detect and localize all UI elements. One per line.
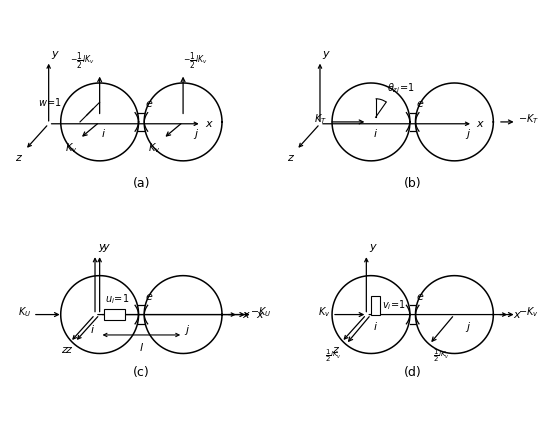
Text: $-K_U$: $-K_U$: [250, 305, 271, 319]
Text: $w\!=\!1$: $w\!=\!1$: [37, 95, 62, 108]
Text: x: x: [243, 310, 249, 319]
Text: y: y: [102, 243, 109, 252]
Text: $-\dfrac{1}{2}lK_v$: $-\dfrac{1}{2}lK_v$: [70, 51, 95, 71]
Text: i: i: [373, 322, 376, 332]
Bar: [104, 309, 125, 320]
Text: y: y: [323, 49, 329, 59]
Text: $K_T$: $K_T$: [315, 112, 327, 126]
Text: $K_v$: $K_v$: [318, 305, 330, 319]
Text: z: z: [287, 153, 293, 163]
Text: $\dfrac{1}{2}lK_v$: $\dfrac{1}{2}lK_v$: [433, 348, 450, 364]
Text: j: j: [195, 129, 197, 139]
Text: $-K_v$: $-K_v$: [518, 305, 539, 319]
Text: $v_i\!=\!1$: $v_i\!=\!1$: [382, 298, 406, 312]
Text: i: i: [102, 129, 105, 139]
Text: e: e: [416, 292, 424, 301]
Text: i: i: [91, 326, 94, 335]
Text: j: j: [466, 322, 469, 332]
Text: z: z: [60, 345, 67, 355]
Text: z: z: [332, 345, 338, 355]
Text: i: i: [373, 129, 376, 139]
Text: $u_i\!=\!1$: $u_i\!=\!1$: [105, 292, 130, 306]
Text: $-\dfrac{1}{2}lK_v$: $-\dfrac{1}{2}lK_v$: [183, 51, 208, 71]
Text: $l$: $l$: [139, 341, 144, 353]
Text: e: e: [416, 99, 424, 109]
Text: z: z: [15, 153, 21, 163]
Text: j: j: [466, 129, 469, 139]
Text: y: y: [369, 243, 376, 252]
Text: e: e: [145, 99, 152, 109]
Text: $\theta_{zi}\!=\!1$: $\theta_{zi}\!=\!1$: [387, 81, 415, 95]
Text: (b): (b): [404, 177, 421, 190]
Text: $\dfrac{1}{2}lK_v$: $\dfrac{1}{2}lK_v$: [326, 348, 342, 364]
Text: e: e: [145, 292, 152, 301]
Text: x: x: [514, 310, 520, 319]
Text: z: z: [65, 345, 71, 355]
Text: $K_v$: $K_v$: [64, 141, 77, 155]
Text: x: x: [205, 119, 212, 129]
Text: (c): (c): [133, 366, 150, 379]
Text: (a): (a): [133, 177, 150, 190]
Text: $K_U$: $K_U$: [18, 305, 31, 319]
Text: x: x: [256, 310, 263, 319]
Text: x: x: [477, 119, 483, 129]
Text: y: y: [98, 243, 104, 252]
Text: j: j: [185, 326, 188, 335]
Bar: [371, 296, 380, 315]
Text: $-K_T$: $-K_T$: [518, 112, 540, 126]
Text: (d): (d): [404, 366, 421, 379]
Text: $K_v$: $K_v$: [148, 141, 161, 155]
Text: y: y: [52, 49, 58, 59]
